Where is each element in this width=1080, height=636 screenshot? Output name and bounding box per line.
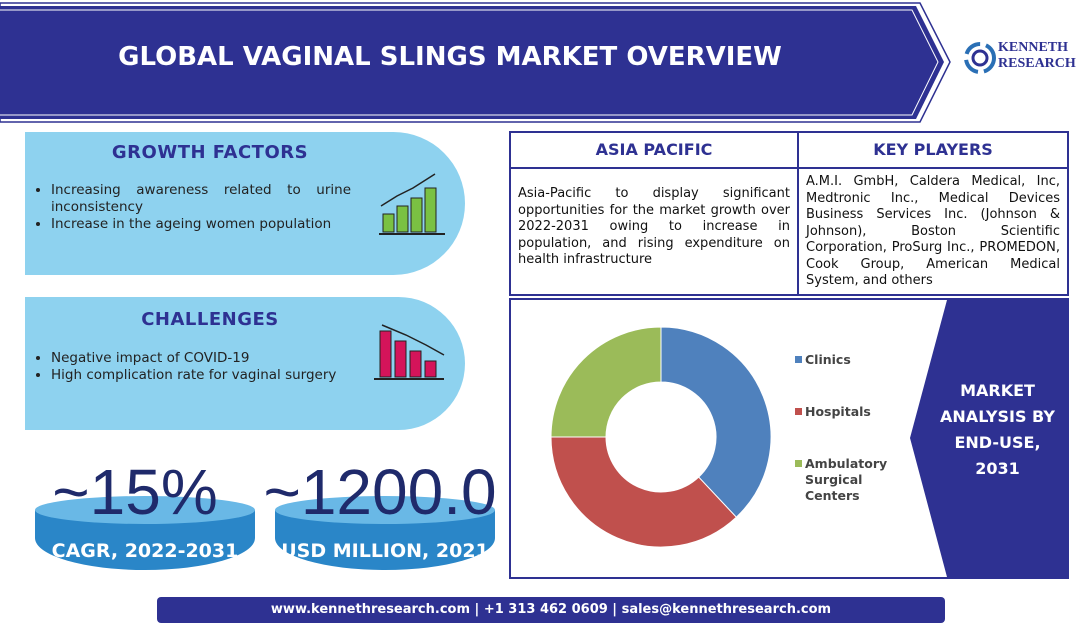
donut-slice bbox=[550, 326, 662, 438]
challenges-panel: CHALLENGES Negative impact of COVID-19 H… bbox=[25, 297, 465, 430]
page-title: GLOBAL VAGINAL SLINGS MARKET OVERVIEW bbox=[118, 42, 782, 72]
logo-text: RESEARCH bbox=[998, 56, 1076, 71]
stat-value: ~1200.0 bbox=[263, 456, 497, 528]
growth-icon bbox=[379, 173, 445, 235]
legend-label: Hospitals bbox=[805, 404, 871, 419]
logo: KENNETH RESEARCH bbox=[998, 40, 1076, 72]
table-header: KEY PLAYERS bbox=[797, 131, 1069, 169]
chart-box bbox=[509, 298, 1069, 579]
stat-bases bbox=[35, 496, 495, 570]
panel-title: GROWTH FACTORS bbox=[111, 142, 309, 163]
table-header: ASIA PACIFIC bbox=[509, 131, 799, 169]
list-item: High complication rate for vaginal surge… bbox=[51, 367, 351, 384]
donut-slice bbox=[550, 436, 738, 548]
table-cell: A.M.I. GmbH, Caldera Medical, Inc, Medtr… bbox=[797, 167, 1069, 296]
legend-swatch bbox=[795, 356, 802, 363]
growth-panel: GROWTH FACTORS Increasing awareness rela… bbox=[25, 132, 465, 275]
list-item: Increase in the ageing women population bbox=[51, 216, 351, 233]
logo-text: KENNETH bbox=[998, 40, 1069, 55]
legend-label: Ambulatory Surgical Centers bbox=[805, 456, 888, 503]
panel-title: CHALLENGES bbox=[141, 309, 279, 330]
list: Negative impact of COVID-19 High complic… bbox=[25, 350, 351, 384]
legend-entry: Ambulatory Surgical Centers bbox=[795, 456, 905, 504]
header-banner bbox=[0, 2, 996, 123]
donut-slice bbox=[660, 326, 772, 518]
legend-label: Clinics bbox=[805, 352, 851, 367]
chart-title-bg bbox=[910, 300, 1067, 577]
donut-chart bbox=[550, 326, 772, 548]
legend-swatch bbox=[795, 408, 802, 415]
chart-title: MARKET ANALYSIS BY END-USE, 2031 bbox=[940, 381, 1055, 478]
list-item: Negative impact of COVID-19 bbox=[51, 350, 351, 367]
legend-entry: Hospitals bbox=[795, 404, 905, 420]
footer: www.kennethresearch.com | +1 313 462 060… bbox=[157, 597, 945, 623]
stat-label: CAGR, 2022-2031 bbox=[51, 540, 239, 562]
decline-icon bbox=[374, 324, 445, 380]
list-item: Increasing awareness related to urine in… bbox=[51, 182, 351, 216]
table-cell: Asia-Pacific to display significant oppo… bbox=[509, 167, 799, 296]
legend-swatch bbox=[795, 460, 802, 467]
stat-value: ~15% bbox=[52, 456, 218, 528]
legend-entry: Clinics bbox=[795, 352, 905, 368]
list: Increasing awareness related to urine in… bbox=[25, 182, 351, 233]
stat-label: USD MILLION, 2021 bbox=[281, 540, 489, 562]
